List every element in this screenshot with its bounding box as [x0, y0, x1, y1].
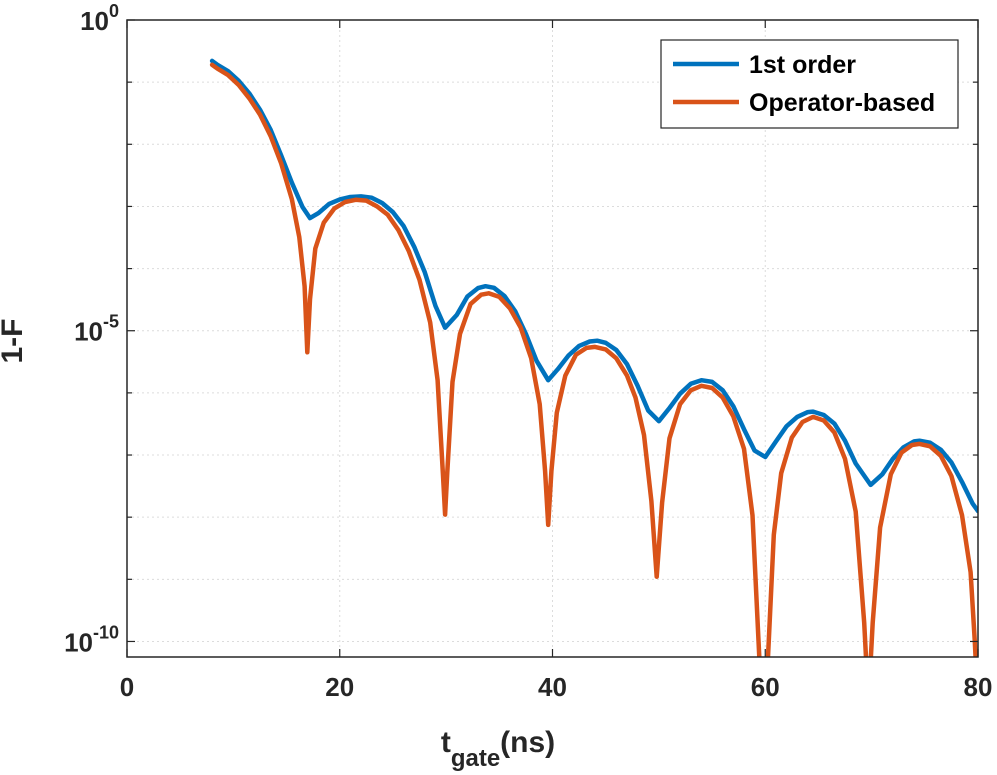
y-tick-label-exponent: -10	[93, 622, 119, 642]
y-tick-label-base: 10	[74, 317, 103, 347]
y-tick-label: 100	[80, 1, 119, 36]
series-layer	[209, 58, 978, 657]
x-axis-label-unit: (ns)	[500, 726, 555, 759]
y-tick-label-base: 10	[80, 6, 109, 36]
series-line-1st-order	[209, 58, 978, 514]
x-tick-label: 80	[964, 672, 993, 702]
y-tick-label-base: 10	[64, 627, 93, 657]
legend-label-operator-based: Operator-based	[749, 89, 935, 117]
series-line-operator-based	[209, 62, 978, 657]
x-tick-label: 0	[120, 672, 134, 702]
y-axis-label: 1-F	[0, 319, 29, 364]
x-tick-labels: 0 20 40 60 80	[120, 672, 993, 702]
y-tick-label: 10-10	[64, 622, 119, 657]
grid-lines	[127, 20, 978, 657]
x-axis-label-main: t	[441, 726, 451, 759]
y-tick-label: 10-5	[74, 312, 119, 347]
legend-box	[660, 39, 959, 129]
x-axis-label: tgate(ns)	[441, 726, 555, 772]
legend: 1st order Operator-based	[660, 39, 959, 129]
x-axis-label-subscript: gate	[451, 745, 500, 772]
y-tick-label-exponent: -5	[103, 312, 119, 332]
legend-label-1st-order: 1st order	[749, 51, 856, 79]
x-tick-label: 40	[538, 672, 567, 702]
x-tick-label: 20	[325, 672, 354, 702]
x-tick-label: 60	[751, 672, 780, 702]
tick-marks	[126, 19, 979, 657]
y-tick-label-exponent: 0	[109, 1, 119, 21]
